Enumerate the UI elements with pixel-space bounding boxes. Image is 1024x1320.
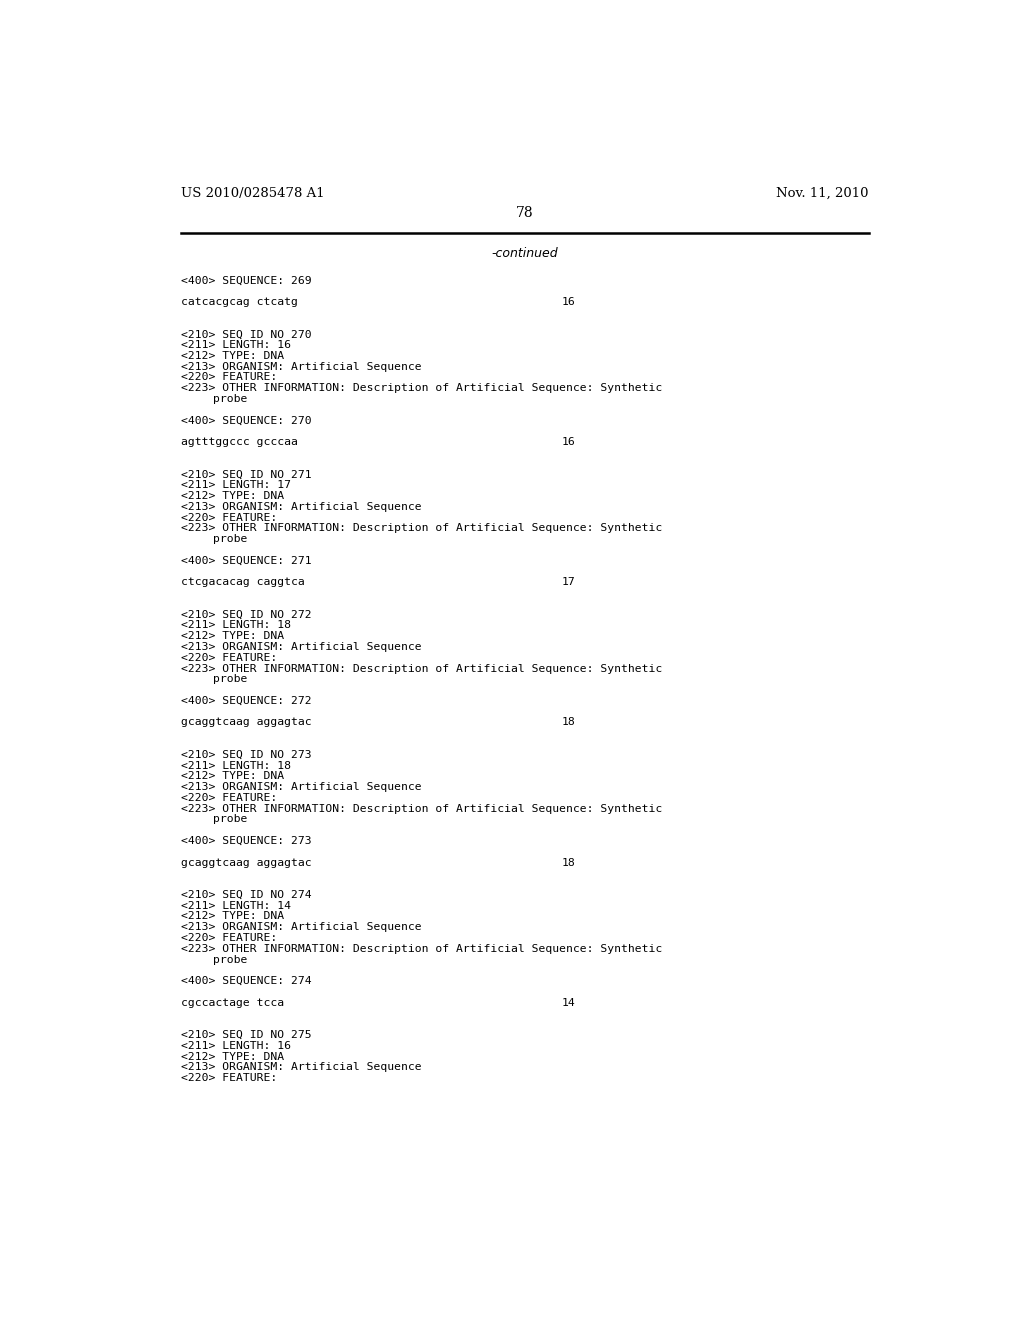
Text: ctcgacacag caggtca: ctcgacacag caggtca: [180, 577, 304, 587]
Text: <212> TYPE: DNA: <212> TYPE: DNA: [180, 911, 284, 921]
Text: <211> LENGTH: 18: <211> LENGTH: 18: [180, 760, 291, 771]
Text: <223> OTHER INFORMATION: Description of Artificial Sequence: Synthetic: <223> OTHER INFORMATION: Description of …: [180, 524, 662, 533]
Text: <223> OTHER INFORMATION: Description of Artificial Sequence: Synthetic: <223> OTHER INFORMATION: Description of …: [180, 804, 662, 813]
Text: <212> TYPE: DNA: <212> TYPE: DNA: [180, 1052, 284, 1061]
Text: probe: probe: [213, 814, 248, 825]
Text: cgccactage tcca: cgccactage tcca: [180, 998, 284, 1007]
Text: Nov. 11, 2010: Nov. 11, 2010: [776, 187, 869, 199]
Text: 17: 17: [562, 577, 575, 587]
Text: <212> TYPE: DNA: <212> TYPE: DNA: [180, 491, 284, 502]
Text: 16: 16: [562, 437, 575, 447]
Text: <220> FEATURE:: <220> FEATURE:: [180, 512, 276, 523]
Text: <220> FEATURE:: <220> FEATURE:: [180, 793, 276, 803]
Text: <213> ORGANISM: Artificial Sequence: <213> ORGANISM: Artificial Sequence: [180, 923, 421, 932]
Text: 18: 18: [562, 858, 575, 867]
Text: <213> ORGANISM: Artificial Sequence: <213> ORGANISM: Artificial Sequence: [180, 362, 421, 372]
Text: 16: 16: [562, 297, 575, 308]
Text: <210> SEQ ID NO 274: <210> SEQ ID NO 274: [180, 890, 311, 900]
Text: <400> SEQUENCE: 271: <400> SEQUENCE: 271: [180, 556, 311, 566]
Text: <223> OTHER INFORMATION: Description of Artificial Sequence: Synthetic: <223> OTHER INFORMATION: Description of …: [180, 944, 662, 954]
Text: gcaggtcaag aggagtac: gcaggtcaag aggagtac: [180, 718, 311, 727]
Text: <213> ORGANISM: Artificial Sequence: <213> ORGANISM: Artificial Sequence: [180, 502, 421, 512]
Text: probe: probe: [213, 675, 248, 684]
Text: US 2010/0285478 A1: US 2010/0285478 A1: [180, 187, 325, 199]
Text: <212> TYPE: DNA: <212> TYPE: DNA: [180, 351, 284, 360]
Text: probe: probe: [213, 535, 248, 544]
Text: <212> TYPE: DNA: <212> TYPE: DNA: [180, 631, 284, 642]
Text: <400> SEQUENCE: 270: <400> SEQUENCE: 270: [180, 416, 311, 425]
Text: 14: 14: [562, 998, 575, 1007]
Text: <211> LENGTH: 17: <211> LENGTH: 17: [180, 480, 291, 490]
Text: <210> SEQ ID NO 271: <210> SEQ ID NO 271: [180, 470, 311, 479]
Text: <211> LENGTH: 16: <211> LENGTH: 16: [180, 1040, 291, 1051]
Text: 78: 78: [516, 206, 534, 220]
Text: agtttggccc gcccaa: agtttggccc gcccaa: [180, 437, 298, 447]
Text: <211> LENGTH: 16: <211> LENGTH: 16: [180, 341, 291, 350]
Text: <223> OTHER INFORMATION: Description of Artificial Sequence: Synthetic: <223> OTHER INFORMATION: Description of …: [180, 383, 662, 393]
Text: <213> ORGANISM: Artificial Sequence: <213> ORGANISM: Artificial Sequence: [180, 642, 421, 652]
Text: <223> OTHER INFORMATION: Description of Artificial Sequence: Synthetic: <223> OTHER INFORMATION: Description of …: [180, 664, 662, 673]
Text: <211> LENGTH: 14: <211> LENGTH: 14: [180, 900, 291, 911]
Text: <213> ORGANISM: Artificial Sequence: <213> ORGANISM: Artificial Sequence: [180, 781, 421, 792]
Text: <400> SEQUENCE: 273: <400> SEQUENCE: 273: [180, 836, 311, 846]
Text: -continued: -continued: [492, 247, 558, 260]
Text: <210> SEQ ID NO 275: <210> SEQ ID NO 275: [180, 1030, 311, 1040]
Text: 18: 18: [562, 718, 575, 727]
Text: <220> FEATURE:: <220> FEATURE:: [180, 933, 276, 942]
Text: <220> FEATURE:: <220> FEATURE:: [180, 653, 276, 663]
Text: <211> LENGTH: 18: <211> LENGTH: 18: [180, 620, 291, 631]
Text: <400> SEQUENCE: 274: <400> SEQUENCE: 274: [180, 977, 311, 986]
Text: catcacgcag ctcatg: catcacgcag ctcatg: [180, 297, 298, 308]
Text: <220> FEATURE:: <220> FEATURE:: [180, 1073, 276, 1084]
Text: <210> SEQ ID NO 273: <210> SEQ ID NO 273: [180, 750, 311, 760]
Text: probe: probe: [213, 395, 248, 404]
Text: probe: probe: [213, 954, 248, 965]
Text: <210> SEQ ID NO 272: <210> SEQ ID NO 272: [180, 610, 311, 619]
Text: <400> SEQUENCE: 269: <400> SEQUENCE: 269: [180, 276, 311, 285]
Text: <210> SEQ ID NO 270: <210> SEQ ID NO 270: [180, 330, 311, 339]
Text: gcaggtcaag aggagtac: gcaggtcaag aggagtac: [180, 858, 311, 867]
Text: <220> FEATURE:: <220> FEATURE:: [180, 372, 276, 383]
Text: <213> ORGANISM: Artificial Sequence: <213> ORGANISM: Artificial Sequence: [180, 1063, 421, 1072]
Text: <400> SEQUENCE: 272: <400> SEQUENCE: 272: [180, 696, 311, 706]
Text: <212> TYPE: DNA: <212> TYPE: DNA: [180, 771, 284, 781]
